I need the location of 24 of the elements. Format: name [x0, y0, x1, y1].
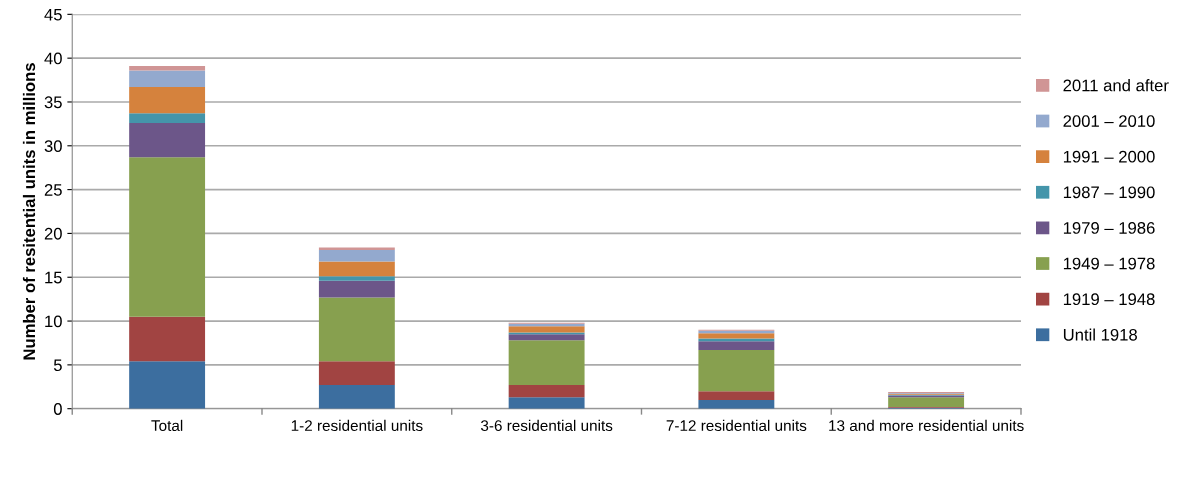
y-tick-label: 20 [44, 227, 62, 240]
legend-label: 2001 – 2010 [1063, 115, 1155, 127]
y-tick-label: 35 [44, 96, 62, 109]
y-tick-label: 0 [53, 403, 62, 415]
x-tick-label: 3-6 residential units [480, 419, 613, 432]
legend-label: 1979 – 1986 [1063, 222, 1155, 234]
y-tick-label: 10 [45, 315, 62, 328]
y-tick-label: 15 [45, 271, 62, 284]
y-tick-label: 5 [53, 359, 62, 372]
x-tick-label: Total [151, 419, 183, 432]
legend-label: 1919 – 1948 [1063, 293, 1155, 306]
x-tick-label: 13 and more residential units [829, 419, 1024, 432]
x-tick-label: 1-2 residential units [291, 419, 423, 432]
y-tick-label: 25 [44, 184, 62, 196]
y-tick-label: 45 [44, 8, 62, 21]
x-tick-label: 7-12 residential units [666, 419, 807, 432]
legend-label: 2011 and after [1063, 79, 1169, 92]
legend-label: Until 1918 [1063, 328, 1137, 341]
legend-label: 1949 – 1978 [1063, 257, 1155, 270]
legend-label: 1987 – 1990 [1063, 186, 1155, 199]
legend-label: 1991 – 2000 [1063, 150, 1155, 163]
y-axis-title: Number of resitential units in millions [22, 63, 36, 360]
y-tick-label: 40 [44, 52, 62, 65]
y-tick-label: 30 [44, 140, 62, 152]
